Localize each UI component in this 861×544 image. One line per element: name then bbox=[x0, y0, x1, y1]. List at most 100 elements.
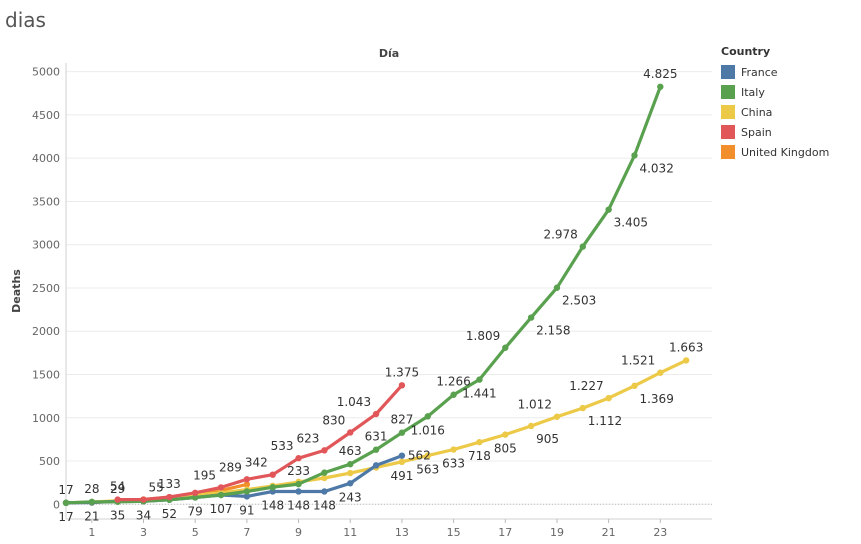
data-label: 21 bbox=[84, 509, 99, 523]
data-label: 463 bbox=[339, 444, 362, 458]
legend-label: China bbox=[741, 105, 773, 119]
data-label: 148 bbox=[261, 498, 284, 512]
x-tick-label: 1 bbox=[88, 526, 95, 539]
x-tick-label: 7 bbox=[243, 526, 250, 539]
data-label: 3.405 bbox=[614, 216, 648, 230]
x-tick-label: 5 bbox=[192, 526, 199, 539]
data-label: 563 bbox=[416, 463, 439, 477]
data-label: 533 bbox=[271, 439, 294, 453]
y-tick-label: 2500 bbox=[32, 282, 60, 295]
data-point bbox=[347, 469, 354, 477]
data-label: 133 bbox=[158, 477, 181, 491]
data-label: 633 bbox=[442, 457, 465, 471]
legend-swatch bbox=[721, 65, 735, 79]
x-tick-label: 21 bbox=[602, 526, 616, 539]
data-label: 1.809 bbox=[466, 329, 500, 343]
data-point bbox=[372, 446, 380, 453]
data-point bbox=[295, 488, 302, 495]
data-point bbox=[398, 429, 406, 436]
x-tick-label: 15 bbox=[447, 526, 461, 539]
legend-swatch bbox=[721, 145, 735, 159]
y-tick-label: 1500 bbox=[32, 368, 60, 381]
data-point bbox=[631, 382, 638, 390]
data-point bbox=[295, 454, 302, 462]
legend-item-united-kingdom[interactable]: United Kingdom bbox=[721, 142, 829, 162]
data-label: 1.016 bbox=[411, 423, 445, 437]
data-label: 562 bbox=[408, 449, 431, 463]
y-tick-label: 3000 bbox=[32, 239, 60, 252]
data-label: 1.043 bbox=[337, 395, 371, 409]
data-point bbox=[398, 382, 406, 389]
data-point bbox=[527, 422, 535, 430]
data-point bbox=[502, 431, 509, 438]
data-label: 148 bbox=[313, 498, 336, 512]
legend-item-spain[interactable]: Spain bbox=[721, 122, 829, 142]
data-label: 1.012 bbox=[518, 398, 552, 412]
data-label: 34 bbox=[136, 508, 151, 522]
data-point bbox=[657, 369, 664, 376]
data-point bbox=[321, 488, 328, 495]
y-tick-label: 0 bbox=[53, 498, 60, 511]
data-point bbox=[192, 489, 199, 496]
data-point bbox=[269, 471, 276, 478]
data-point bbox=[476, 376, 483, 383]
data-label: 28 bbox=[84, 482, 99, 496]
data-point bbox=[321, 474, 328, 482]
y-tick-label: 3500 bbox=[32, 195, 60, 208]
data-label: 195 bbox=[193, 468, 216, 482]
data-point bbox=[217, 484, 225, 491]
data-label: 491 bbox=[390, 469, 413, 483]
y-tick-label: 2000 bbox=[32, 325, 60, 338]
data-label: 55 bbox=[149, 481, 164, 495]
legend-swatch bbox=[721, 85, 735, 99]
data-point bbox=[243, 481, 251, 488]
data-point bbox=[502, 344, 509, 351]
data-label: 1.112 bbox=[588, 414, 622, 428]
data-label: 243 bbox=[339, 490, 362, 504]
data-point bbox=[88, 498, 96, 506]
data-point bbox=[321, 469, 328, 476]
data-point bbox=[424, 413, 431, 420]
legend: Country France Italy China Spain United … bbox=[721, 45, 829, 162]
x-tick-label: 9 bbox=[295, 526, 302, 539]
data-label: 107 bbox=[210, 502, 233, 516]
legend-label: Italy bbox=[741, 85, 765, 99]
data-label: 1.266 bbox=[436, 375, 470, 389]
data-label: 4.032 bbox=[639, 161, 673, 175]
x-tick-label: 3 bbox=[140, 526, 147, 539]
data-point bbox=[398, 452, 406, 459]
data-label: 54 bbox=[110, 480, 125, 494]
data-label: 2.978 bbox=[543, 228, 577, 242]
data-point bbox=[579, 404, 586, 412]
data-label: 52 bbox=[162, 507, 177, 521]
legend-item-china[interactable]: China bbox=[721, 102, 829, 122]
data-point bbox=[321, 447, 328, 454]
data-label: 830 bbox=[322, 413, 345, 427]
data-point bbox=[243, 488, 251, 495]
data-label: 1.521 bbox=[621, 354, 655, 368]
legend-item-italy[interactable]: Italy bbox=[721, 82, 829, 102]
series-line-italy bbox=[64, 85, 662, 505]
chart-title: Día bbox=[379, 47, 399, 60]
data-point bbox=[62, 499, 70, 507]
data-point bbox=[424, 452, 431, 459]
data-point bbox=[140, 496, 147, 503]
data-label: 35 bbox=[110, 508, 125, 522]
data-label: 718 bbox=[468, 449, 491, 463]
y-axis-label: Deaths bbox=[10, 269, 23, 313]
data-point bbox=[347, 429, 354, 436]
y-tick-label: 4000 bbox=[32, 152, 60, 165]
data-point bbox=[476, 438, 483, 446]
legend-swatch bbox=[721, 125, 735, 139]
data-label: 2.503 bbox=[562, 294, 596, 308]
data-label: 631 bbox=[365, 430, 388, 444]
data-label: 1.441 bbox=[462, 387, 496, 401]
legend-item-france[interactable]: France bbox=[721, 62, 829, 82]
legend-swatch bbox=[721, 105, 735, 119]
data-point bbox=[243, 476, 251, 483]
data-point bbox=[243, 493, 251, 500]
data-label: 233 bbox=[287, 464, 310, 478]
x-tick-label: 19 bbox=[550, 526, 564, 539]
data-point bbox=[372, 462, 380, 469]
